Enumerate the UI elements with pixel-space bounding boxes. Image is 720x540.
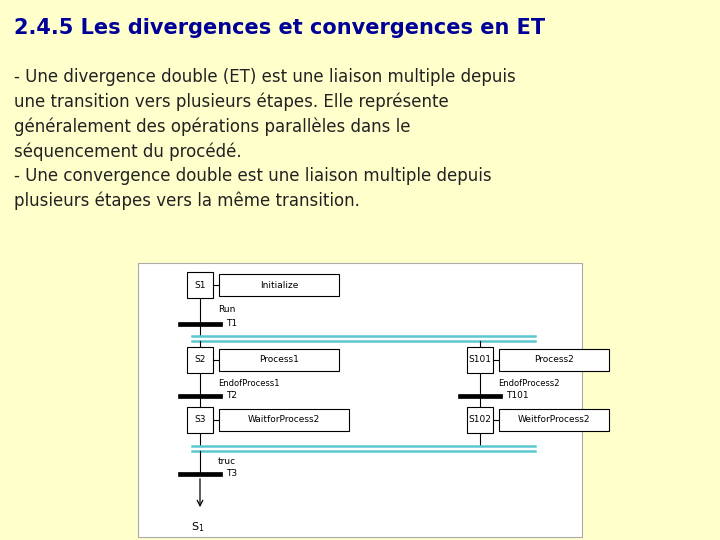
- Bar: [219, 349, 339, 371]
- Bar: [467, 347, 493, 373]
- Text: EndofProcess1: EndofProcess1: [218, 379, 279, 388]
- Text: Run: Run: [218, 306, 235, 314]
- Bar: [187, 272, 213, 298]
- Text: S1: S1: [194, 280, 206, 289]
- Bar: [467, 407, 493, 433]
- Text: Initialize: Initialize: [260, 280, 298, 289]
- Bar: [178, 394, 222, 398]
- Bar: [187, 347, 213, 373]
- Text: T2: T2: [226, 392, 237, 401]
- Text: S101: S101: [469, 355, 492, 364]
- Bar: [187, 407, 213, 433]
- Text: WaitforProcess2: WaitforProcess2: [248, 415, 320, 424]
- Bar: [219, 274, 339, 296]
- Text: S102: S102: [469, 415, 492, 424]
- Text: S2: S2: [194, 355, 206, 364]
- Text: WeitforProcess2: WeitforProcess2: [518, 415, 590, 424]
- Bar: [178, 472, 222, 476]
- Bar: [178, 322, 222, 326]
- Text: T1: T1: [226, 320, 237, 328]
- Text: - Une divergence double (ET) est une liaison multiple depuis
une transition vers: - Une divergence double (ET) est une lia…: [14, 68, 516, 211]
- Text: 2.4.5 Les divergences et convergences en ET: 2.4.5 Les divergences et convergences en…: [14, 18, 545, 38]
- Text: truc: truc: [218, 456, 236, 465]
- Bar: [138, 263, 582, 537]
- Text: S3: S3: [194, 415, 206, 424]
- Bar: [219, 409, 349, 431]
- Text: T101: T101: [506, 392, 528, 401]
- Bar: [458, 394, 502, 398]
- Text: T3: T3: [226, 469, 237, 478]
- Text: EndofProcess2: EndofProcess2: [498, 379, 559, 388]
- Text: S$_1$: S$_1$: [192, 520, 204, 534]
- Bar: [499, 349, 609, 371]
- Text: Process1: Process1: [259, 355, 299, 364]
- Text: Process2: Process2: [534, 355, 574, 364]
- Bar: [499, 409, 609, 431]
